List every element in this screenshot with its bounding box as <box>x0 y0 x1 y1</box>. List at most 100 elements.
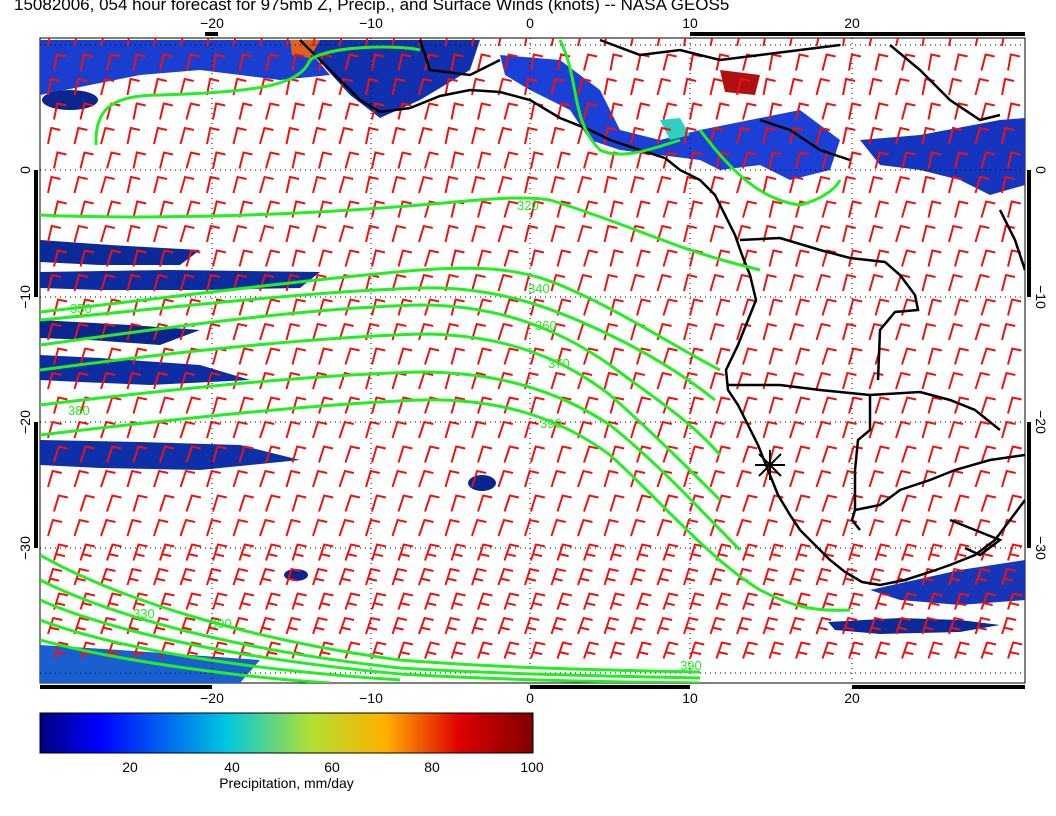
wind-barb <box>868 273 884 292</box>
wind-barb <box>524 175 538 194</box>
wind-barb <box>232 567 249 586</box>
wind-barb <box>444 616 460 635</box>
wind-barb <box>471 175 486 194</box>
precip-heavy <box>660 118 690 140</box>
wind-barb <box>100 420 116 439</box>
wind-barb <box>291 298 306 316</box>
wind-barb <box>821 53 836 71</box>
wind-barb <box>153 224 168 243</box>
wind-barb <box>73 126 88 145</box>
wind-barb <box>212 200 226 218</box>
wind-barb <box>550 175 565 194</box>
wind-barb <box>1001 273 1016 292</box>
wind-barb <box>927 347 943 365</box>
wind-barb <box>418 469 434 488</box>
wind-barb <box>132 396 148 414</box>
wind-barb <box>868 420 884 439</box>
wind-barb <box>921 175 936 194</box>
wind-barb <box>683 273 698 292</box>
wind-barb <box>742 641 758 659</box>
wind-barb <box>312 567 328 586</box>
wind-barb <box>397 347 413 365</box>
wind-barb <box>795 53 809 71</box>
wind-barb <box>980 200 996 218</box>
wind-barb <box>921 273 936 292</box>
wind-barb <box>524 469 539 488</box>
wind-barb <box>656 616 673 635</box>
wind-barb <box>948 175 963 194</box>
wind-barb <box>974 273 990 292</box>
wind-barb <box>265 53 280 71</box>
wind-barb <box>318 543 334 561</box>
wind-barb <box>577 420 593 439</box>
wind-barb <box>185 494 202 512</box>
wind-barb <box>709 322 725 341</box>
height-contours <box>40 39 851 683</box>
wind-barb <box>312 175 327 194</box>
wind-barb <box>980 494 997 512</box>
wind-barb <box>371 396 386 414</box>
precip-area <box>860 118 1025 195</box>
wind-barb <box>344 445 361 463</box>
wind-barb <box>159 200 174 218</box>
wind-barb <box>921 616 937 635</box>
wind-barb <box>848 347 863 365</box>
wind-barb <box>954 102 969 120</box>
wind-barb <box>689 347 704 365</box>
wind-barb <box>603 567 619 586</box>
wind-barb <box>656 38 661 47</box>
wind-barb <box>153 175 168 194</box>
wind-barb <box>47 567 63 586</box>
wind-barb <box>736 371 752 390</box>
wind-barb <box>206 273 221 292</box>
wind-barb <box>397 102 412 120</box>
wind-barb <box>312 38 316 47</box>
wind-barb <box>603 273 618 292</box>
wind-barb <box>47 371 62 390</box>
colorbar-tick-label: 60 <box>324 759 340 775</box>
wind-barb <box>285 175 300 194</box>
wind-barb <box>736 322 752 341</box>
wind-barb <box>715 641 732 659</box>
wind-barb <box>285 371 301 390</box>
wind-barb <box>815 420 832 439</box>
wind-barb <box>901 641 917 659</box>
wind-barb <box>742 592 758 610</box>
wind-barb <box>974 77 989 96</box>
wind-barb <box>715 445 731 463</box>
wind-barb <box>550 126 565 145</box>
lat-tick-label: −30 <box>17 536 33 560</box>
wind-barb <box>365 38 369 47</box>
wind-barb <box>815 616 832 635</box>
wind-barb <box>954 249 969 267</box>
wind-barb <box>106 347 122 365</box>
wind-barb <box>391 175 406 194</box>
wind-barb <box>762 420 778 439</box>
wind-barb <box>1007 543 1023 561</box>
wind-barb <box>73 616 90 635</box>
border <box>599 38 841 62</box>
wind-barb <box>974 567 991 586</box>
wind-barb <box>715 298 731 316</box>
contour-south <box>40 618 401 682</box>
wind-barb <box>795 151 810 169</box>
wind-barb <box>185 102 201 120</box>
wind-barb <box>980 445 997 463</box>
contour-350 <box>40 286 716 402</box>
wind-barb <box>974 38 979 47</box>
wind-barb <box>954 543 970 561</box>
wind-barb <box>954 641 970 659</box>
wind-barb <box>47 126 61 145</box>
wind-barb <box>53 53 67 71</box>
wind-barb <box>795 543 811 561</box>
wind-barb <box>153 616 169 635</box>
wind-barb <box>418 518 434 537</box>
wind-barb <box>630 77 644 96</box>
wind-barb <box>815 469 832 488</box>
wind-barb <box>636 592 652 610</box>
wind-barb <box>974 322 990 341</box>
wind-barb <box>948 567 964 586</box>
contour-label: 370 <box>548 356 570 371</box>
wind-barb <box>471 224 486 243</box>
wind-barb <box>901 53 916 71</box>
